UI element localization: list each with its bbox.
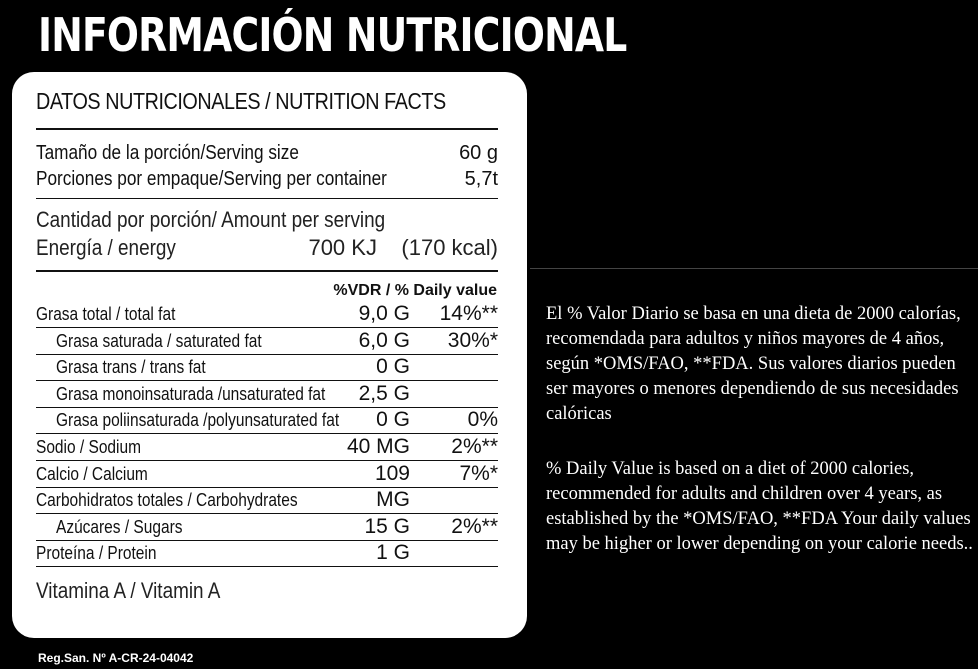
nutrient-label: Grasa total / total fat [36,304,176,324]
serving-size-label: Tamaño de la porción/Serving size [36,142,299,164]
nutrient-daily-value: 14%** [439,302,498,325]
divider-line [530,268,978,269]
divider [36,198,498,199]
nutrient-row: Grasa poliinsaturada /polyunsaturated fa… [36,408,498,435]
nutrient-amount: 6,0 G [358,328,410,352]
nutrient-row: Grasa trans / trans fat 0 G [36,355,498,382]
nutrient-label: Grasa saturada / saturated fat [56,330,262,351]
nutrient-label: Calcio / Calcium [36,463,148,484]
nutrient-label: Grasa monoinsaturada /unsaturated fat [56,383,326,404]
nutrient-amount: 2,5 G [358,381,410,405]
nutrient-row: Carbohidratos totales / Carbohydrates MG [36,488,498,515]
page-title: INFORMACIÓN NUTRICIONAL [38,8,627,62]
nutrient-row: Grasa monoinsaturada /unsaturated fat 2,5… [36,382,498,408]
nutrient-daily-value: 2%** [451,514,498,538]
nutrient-row: Grasa total / total fat 9,0 G 14%** [36,302,498,328]
nutrient-row: Proteína / Protein 1 G [36,541,498,568]
nutrient-amount: 0 G [376,408,410,432]
nutrient-label: Sodio / Sodium [36,437,141,457]
nutrient-label: Proteína / Protein [36,543,157,564]
nutrient-amount: 1 G [376,541,410,565]
daily-value-header: %VDR / % Daily value [333,282,497,299]
nutrition-facts-panel: DATOS NUTRICIONALES / NUTRITION FACTS Ta… [12,72,527,638]
nutrient-row: Azúcares / Sugars 15 G 2%** [36,515,498,541]
nutrient-label: Grasa trans / trans fat [56,357,206,378]
nutrient-row: Sodio / Sodium 40 MG 2%** [36,435,498,461]
nutrient-amount: 0 G [376,355,410,379]
nutrient-daily-value: 30%* [447,328,498,352]
divider [36,270,498,272]
nutrient-row: Grasa saturada / saturated fat 6,0 G 30%* [36,329,498,355]
vitamin-a-label: Vitamina A / Vitamin A [36,578,221,603]
nutrient-daily-value: 2%** [451,435,498,458]
nutrient-row: Calcio / Calcium 109 7%* [36,462,498,488]
panel-heading: DATOS NUTRICIONALES / NUTRITION FACTS [36,88,446,114]
nutrient-amount: 9,0 G [358,302,410,325]
nutrient-label: Carbohidratos totales / Carbohydrates [36,490,298,511]
nutrient-label: Azúcares / Sugars [56,516,183,537]
energy-label: Energía / energy [36,235,176,260]
nutrient-amount: 15 G [364,514,410,538]
amount-per-serving-label: Cantidad por porción/ Amount per serving [36,207,386,232]
serving-info: Tamaño de la porción/Serving size 60 g P… [36,140,498,192]
nutrient-amount: MG [376,488,410,512]
serving-size-value: 60 g [459,142,498,164]
daily-value-note-en: % Daily Value is based on a diet of 2000… [546,459,973,554]
registration-number: Reg.San. Nº A-CR-24-04042 [38,651,194,665]
servings-value: 5,7t [464,168,498,190]
divider [36,128,498,130]
nutrient-amount: 109 [374,461,410,485]
nutrient-daily-value: 7%* [459,461,498,485]
amount-info: Cantidad por porción/ Amount per serving… [36,206,498,262]
servings-label: Porciones por empaque/Serving per contai… [36,168,387,190]
nutrient-daily-value: 0% [467,408,498,432]
nutrient-amount: 40 MG [346,435,410,458]
nutrient-label: Grasa poliinsaturada /polyunsaturated fa… [56,410,340,431]
energy-value: 700 KJ (170 kcal) [308,235,498,260]
daily-value-note-es: El % Valor Diario se basa en una dieta d… [546,304,961,424]
